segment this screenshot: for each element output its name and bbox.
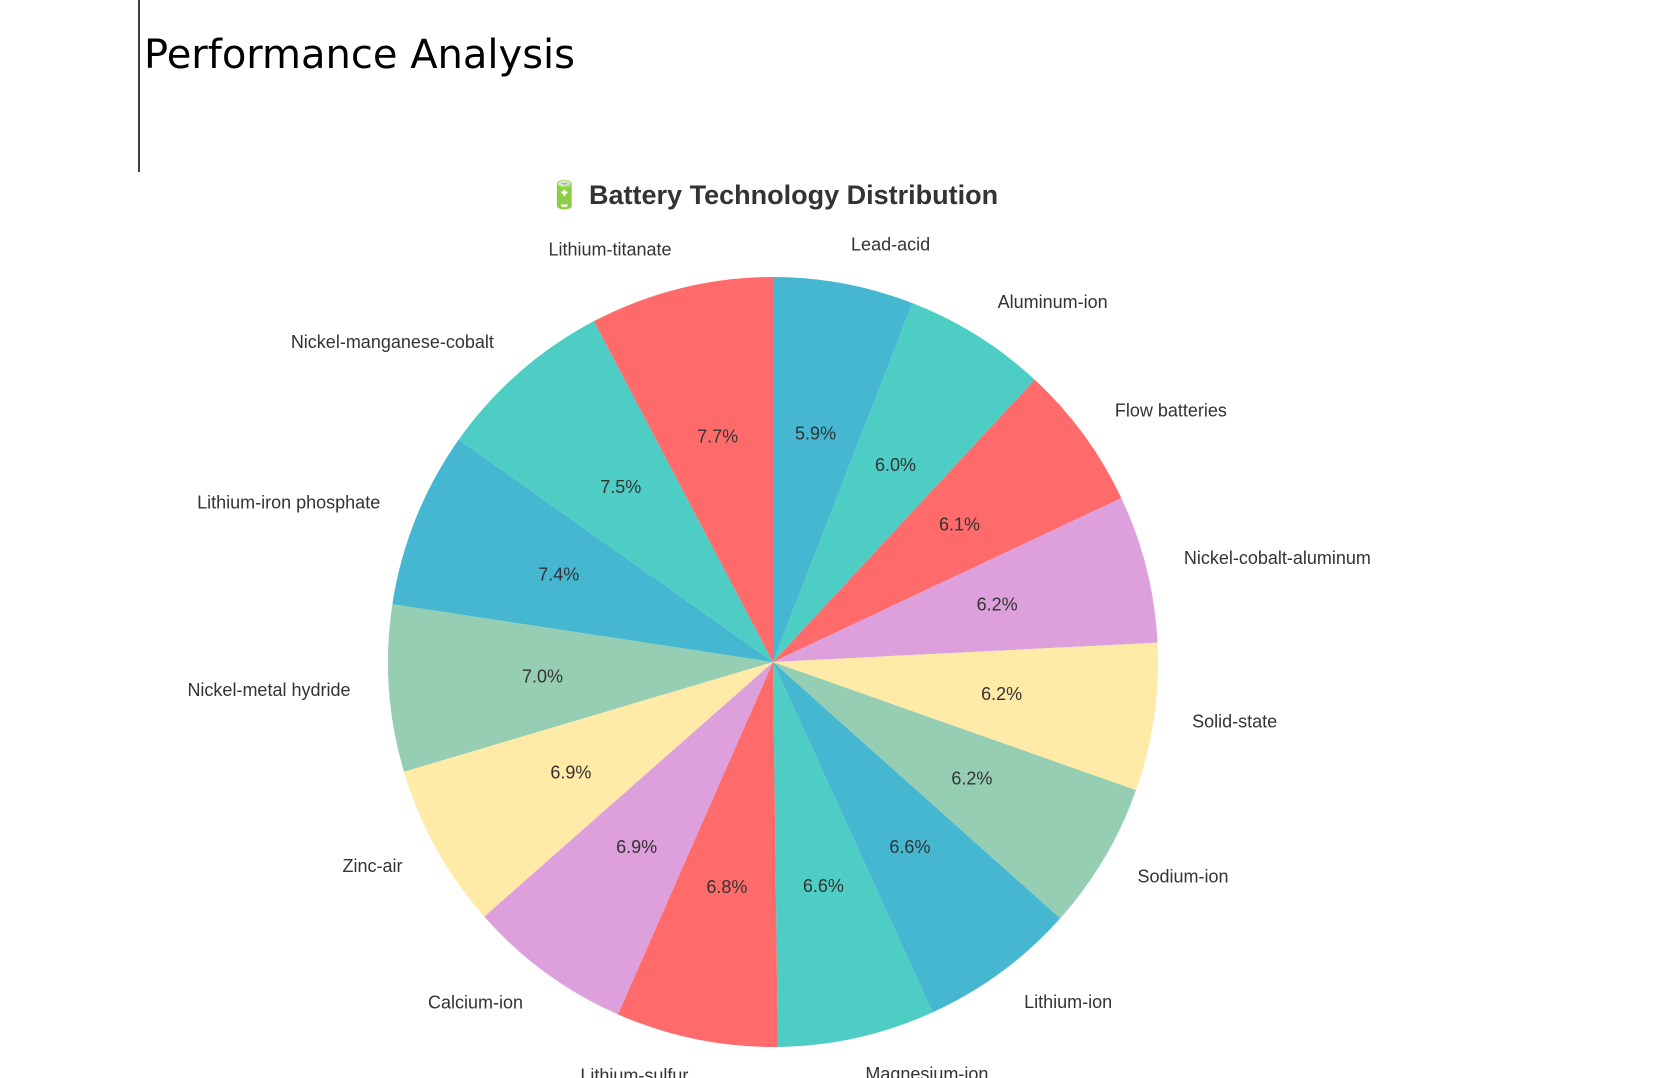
percent-label: 6.9% bbox=[616, 837, 657, 857]
pie-slice bbox=[773, 379, 1122, 662]
percent-label: 6.1% bbox=[939, 514, 980, 534]
slice-label: Lithium-sulfur bbox=[580, 1066, 688, 1078]
percent-label: 6.9% bbox=[550, 763, 591, 783]
percent-label: 7.7% bbox=[697, 426, 738, 446]
slice-label: Zinc-air bbox=[343, 856, 403, 876]
slice-label: Flow batteries bbox=[1115, 401, 1227, 421]
slice-label: Calcium-ion bbox=[428, 993, 523, 1013]
pie-slice bbox=[773, 277, 913, 662]
percent-label: 5.9% bbox=[795, 424, 836, 444]
percent-label: 7.5% bbox=[600, 477, 641, 497]
slice-label: Magnesium-ion bbox=[865, 1064, 988, 1078]
percent-label: 6.0% bbox=[875, 455, 916, 475]
slice-label: Solid-state bbox=[1192, 712, 1277, 732]
pie-slice bbox=[773, 662, 1137, 919]
percent-label: 6.6% bbox=[803, 876, 844, 896]
pie-slice bbox=[388, 604, 773, 772]
slice-label: Lithium-ion bbox=[1024, 992, 1112, 1012]
pie-slice bbox=[484, 662, 773, 1015]
slice-label: Sodium-ion bbox=[1138, 866, 1229, 886]
slice-label: Nickel-cobalt-aluminum bbox=[1184, 548, 1371, 568]
percent-label: 7.4% bbox=[538, 564, 579, 584]
pie-slice bbox=[593, 277, 773, 662]
percent-label: 6.8% bbox=[706, 877, 747, 897]
pie-slice bbox=[773, 662, 1061, 1013]
percent-label: 6.6% bbox=[889, 837, 930, 857]
percent-label: 6.2% bbox=[981, 684, 1022, 704]
pie-slice bbox=[403, 662, 773, 917]
slice-label: Lead-acid bbox=[851, 235, 930, 255]
chart-title: 🔋 Battery Technology Distribution bbox=[548, 179, 998, 210]
percent-label: 7.0% bbox=[522, 667, 563, 687]
pie-slice bbox=[773, 642, 1158, 791]
slice-label: Lithium-iron phosphate bbox=[197, 492, 380, 512]
pie-slice bbox=[617, 662, 778, 1047]
percent-label: 6.2% bbox=[977, 595, 1018, 615]
slice-label: Aluminum-ion bbox=[998, 292, 1108, 312]
page-heading: Performance Analysis bbox=[144, 32, 575, 78]
slice-label: Nickel-metal hydride bbox=[187, 680, 350, 700]
slice-label: Lithium-titanate bbox=[548, 240, 671, 260]
percent-label: 6.2% bbox=[951, 768, 992, 788]
pie-slice bbox=[458, 321, 773, 662]
slice-label: Nickel-manganese-cobalt bbox=[291, 332, 494, 352]
pie-slice bbox=[773, 498, 1158, 662]
pie-slice bbox=[392, 439, 773, 662]
pie-slice bbox=[773, 662, 933, 1047]
pie-slice bbox=[773, 303, 1035, 662]
